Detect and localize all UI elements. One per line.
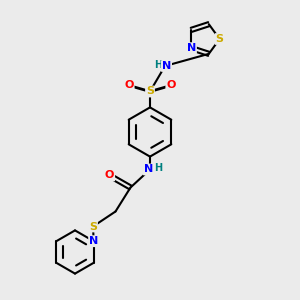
Text: H: H [154, 59, 163, 70]
Text: S: S [146, 86, 154, 97]
Text: H: H [154, 163, 163, 173]
Text: N: N [162, 61, 171, 71]
Text: O: O [105, 170, 114, 181]
Text: N: N [144, 164, 153, 175]
Text: N: N [187, 43, 196, 53]
Text: S: S [89, 221, 97, 232]
Text: N: N [89, 236, 98, 246]
Text: O: O [166, 80, 176, 91]
Text: S: S [216, 34, 224, 44]
Text: O: O [124, 80, 134, 91]
